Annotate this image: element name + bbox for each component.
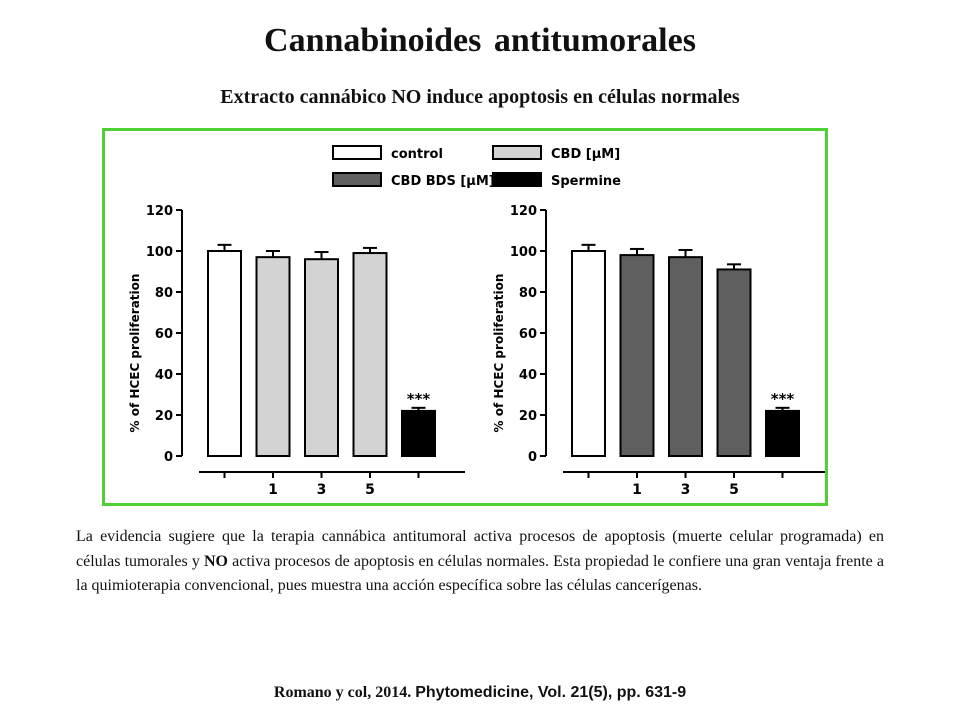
chart-panel-2: 0 20 40 60 80 100 120 % of HCEC proliferation 1 3… [492,204,825,498]
y-tick-label: 40 [519,368,537,383]
x-tick-label: 5 [365,482,375,498]
bar [401,409,436,457]
significance-label: *** [771,390,795,408]
y-tick-label: 100 [510,245,537,260]
legend-swatch [492,172,542,187]
page-title: Cannabinoides antitumorales [264,22,696,59]
bar [352,252,388,457]
x-tick-label: 5 [729,482,739,498]
x-tick-label: 1 [632,482,642,498]
chart-panel-1: 0 20 40 60 80 100 120 % of HCEC proliferation 1 3… [128,204,465,498]
legend-entry: CBD [µM] [492,145,620,162]
legend-label: CBD BDS [µM] [391,174,495,189]
y-tick-label: 0 [528,450,537,465]
caption-text-2: activa procesos de apoptosis en células … [76,552,884,595]
significance-label: *** [407,390,431,408]
y-tick-label: 60 [519,327,537,342]
bar-charts-figure: control CBD [µM] CBD BDS [µM] Spermine 0 20 40… [128,145,825,498]
citation-authors: Romano y col, 2014. [273,684,412,701]
bar [765,409,800,457]
caption-emphasis: NO [203,552,228,570]
x-tick-label: 3 [681,482,691,498]
y-tick-label: 60 [155,327,173,342]
y-tick-label: 120 [146,204,173,219]
y-tick-label: 80 [155,286,173,301]
x-tick-label: 1 [268,482,278,498]
bar [304,258,339,457]
bar [619,254,655,457]
citation: Romano y col, 2014. Phytomedicine, Vol. … [0,684,960,702]
legend-swatch [492,145,542,160]
legend-label: Spermine [551,174,621,189]
citation-journal: Phytomedicine, Vol. 21(5), pp. 631-9 [415,684,687,701]
legend-entry: Spermine [492,172,621,189]
y-axis-label: % of HCEC proliferation [128,274,142,433]
y-tick-label: 80 [519,286,537,301]
legend-label: control [391,147,443,162]
y-tick-label: 0 [164,450,173,465]
page-subtitle: Extracto cannábico NO induce apoptosis e… [220,86,740,108]
caption-text-1: La evidencia sugiere que la terapia cann… [76,528,884,570]
legend-entry: control [332,145,443,162]
y-tick-label: 120 [510,204,537,219]
caption-paragraph: La evidencia sugiere que la terapia cann… [76,525,884,599]
legend-entry: CBD BDS [µM] [332,172,495,189]
legend-swatch [332,145,382,160]
figure-frame: control CBD [µM] CBD BDS [µM] Spermine 0 20 40… [102,128,828,506]
y-tick-label: 20 [155,409,173,424]
y-tick-label: 20 [519,409,537,424]
legend-swatch [332,172,382,187]
bar [255,256,291,458]
legend-label: CBD [µM] [551,147,620,162]
bar [668,256,703,458]
bar [207,250,242,457]
y-axis-label: % of HCEC proliferation [492,274,506,433]
y-tick-label: 100 [146,245,173,260]
y-tick-label: 40 [155,368,173,383]
bar [571,250,606,457]
bar [716,268,752,457]
x-tick-label: 3 [317,482,327,498]
